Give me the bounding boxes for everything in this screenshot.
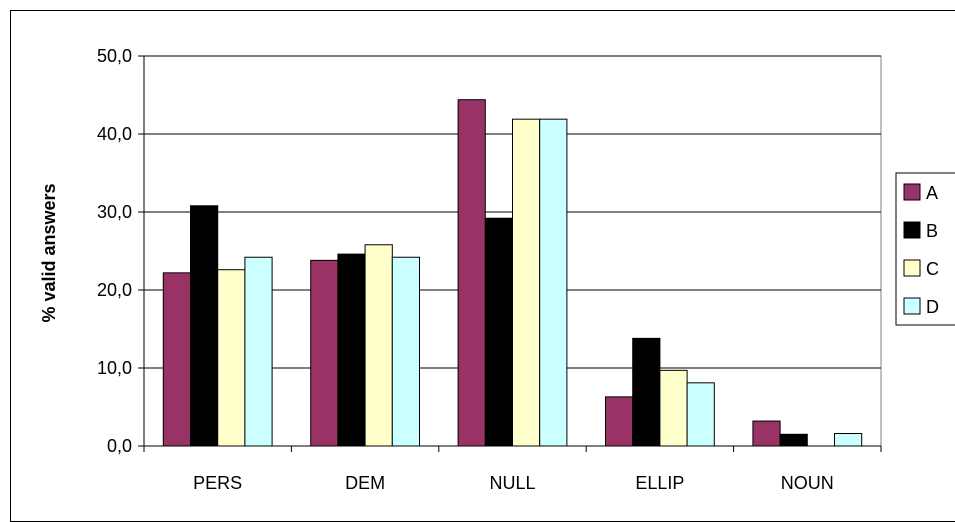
bar [217,269,246,447]
legend-label: A [926,183,938,203]
bar [364,244,393,447]
y-tick-label: 20,0 [97,280,132,300]
legend-swatch [903,183,921,201]
x-tick-label: NULL [489,473,535,493]
bar [752,420,781,447]
bar [310,259,339,447]
y-tick-label: 0,0 [107,436,132,456]
bar [484,217,513,447]
y-tick-label: 40,0 [97,124,132,144]
legend-swatch [903,259,921,277]
y-axis-label: % valid answers [39,183,59,322]
y-tick-labels: 0,0 10,0 20,0 30,0 40,0 50,0 [97,46,132,456]
x-tick-labels: PERS DEM NULL ELLIP NOUN [193,473,834,493]
bar [244,256,273,447]
bar [539,118,568,447]
bar [659,369,688,447]
bar [605,396,634,447]
legend-swatch [903,221,921,239]
x-tick-label: ELLIP [635,473,684,493]
bar [190,205,219,447]
x-tick-label: PERS [193,473,242,493]
legend-label: D [926,297,939,317]
legend-swatch [903,297,921,315]
bars [162,99,863,447]
legend-label: C [926,259,939,279]
y-tick-label: 30,0 [97,202,132,222]
x-tick-label: NOUN [781,473,834,493]
bar [779,433,808,447]
bar [391,256,420,447]
bar [632,337,661,447]
bar [834,433,863,447]
y-tick-label: 10,0 [97,358,132,378]
bar [337,253,366,447]
bar [162,272,192,447]
bar [512,118,541,447]
x-tick-label: DEM [345,473,385,493]
axes [138,55,882,452]
y-tick-label: 50,0 [97,46,132,66]
bar [457,99,486,447]
bar [686,382,715,447]
legend-label: B [926,221,938,241]
